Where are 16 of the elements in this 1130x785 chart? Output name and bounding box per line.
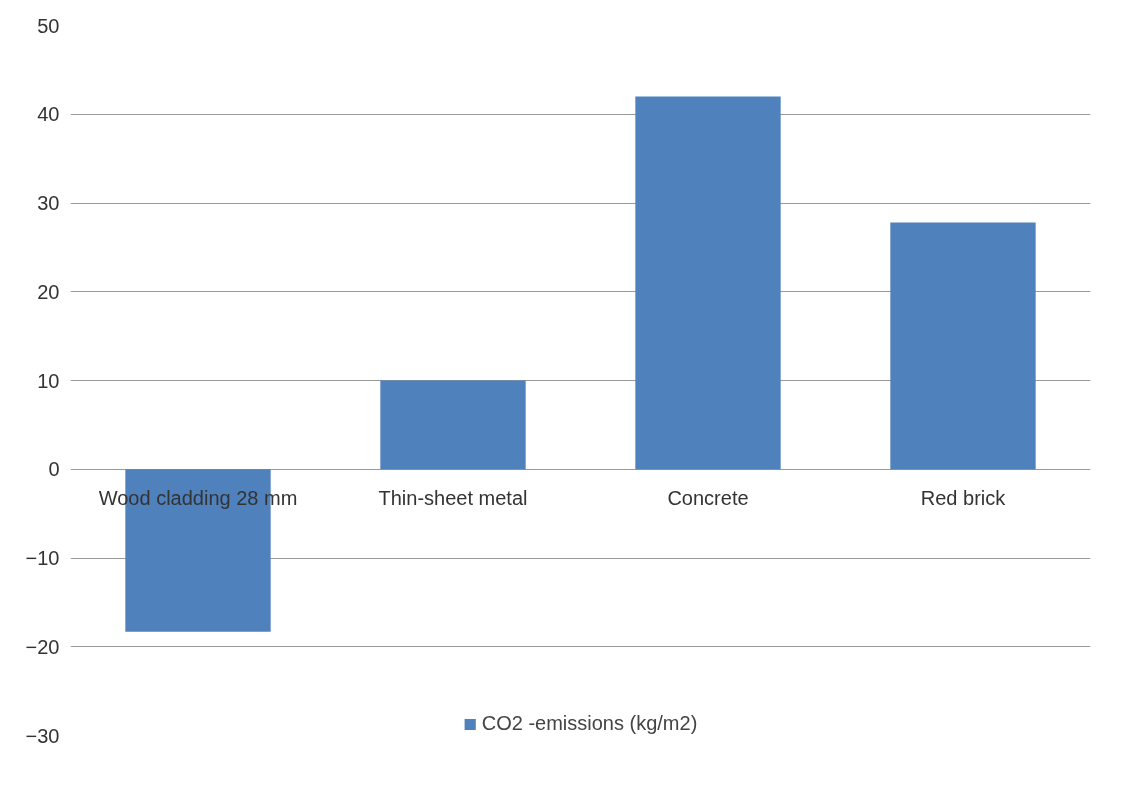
y-tick-label: 10 [37, 369, 60, 392]
y-tick-label: 0 [48, 458, 60, 481]
x-tick-label: Concrete [667, 487, 749, 510]
x-tick-label: Thin-sheet metal [378, 487, 528, 510]
y-tick-label: 50 [37, 14, 60, 37]
x-tick-label: Red brick [920, 487, 1007, 510]
y-tick-label: −30 [25, 724, 60, 747]
bar [380, 380, 526, 470]
legend-label: CO2 -emissions (kg/m2) [481, 712, 698, 735]
y-tick-label: 20 [37, 280, 60, 303]
bar [635, 96, 781, 470]
y-tick-label: −20 [25, 635, 60, 658]
bar [890, 222, 1036, 470]
y-tick-label: −10 [25, 547, 60, 569]
y-tick-label: 40 [37, 103, 60, 126]
y-tick-label: 30 [37, 192, 60, 214]
